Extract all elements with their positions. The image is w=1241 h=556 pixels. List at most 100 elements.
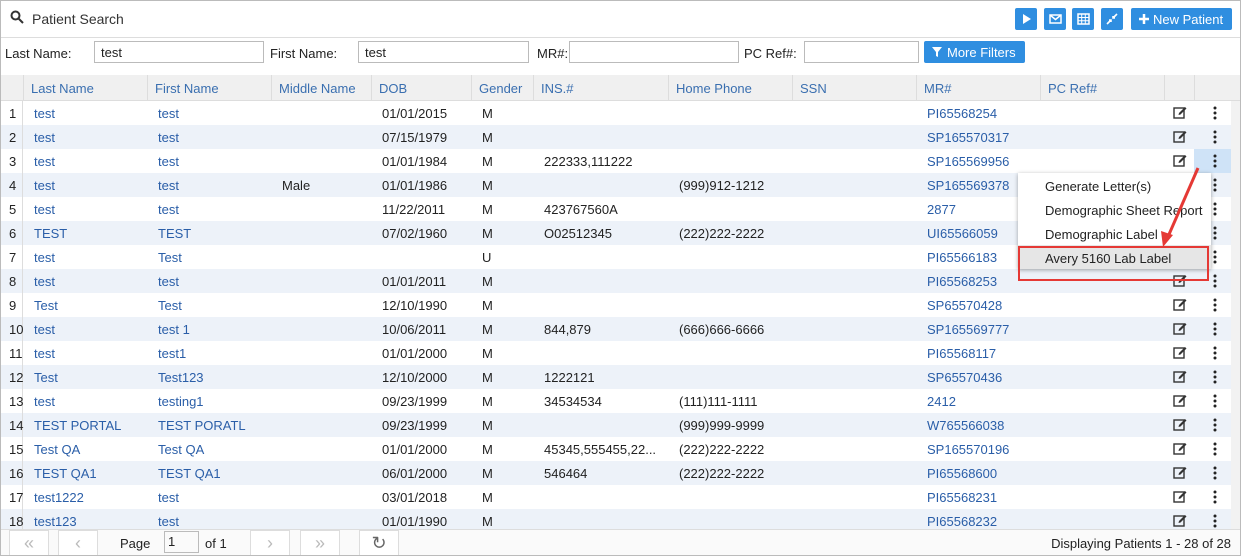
cell: M bbox=[482, 394, 493, 409]
row-menu-button[interactable] bbox=[1194, 341, 1231, 365]
cell: test bbox=[34, 178, 55, 193]
table-row[interactable]: 13 test testing1 09/23/1999 M 34534534 (111)11… bbox=[1, 389, 1231, 413]
run-button[interactable] bbox=[1015, 8, 1037, 30]
edit-icon[interactable] bbox=[1173, 441, 1187, 455]
mail-button[interactable] bbox=[1044, 8, 1066, 30]
row-menu-button[interactable] bbox=[1194, 509, 1231, 529]
cell: PI65568232 bbox=[927, 514, 998, 529]
cell: SP165569378 bbox=[927, 178, 1010, 193]
new-patient-button[interactable]: New Patient bbox=[1131, 8, 1232, 30]
last-name-input[interactable]: test bbox=[94, 41, 264, 63]
cell: 01/01/2000 bbox=[382, 442, 448, 457]
row-menu-button[interactable] bbox=[1194, 149, 1231, 173]
row-number: 13 bbox=[1, 389, 23, 413]
grid-button[interactable] bbox=[1072, 8, 1094, 30]
row-menu-button[interactable] bbox=[1194, 485, 1231, 509]
pc-ref-input[interactable] bbox=[804, 41, 919, 63]
row-menu-button[interactable] bbox=[1194, 437, 1231, 461]
first-page-button[interactable]: « bbox=[9, 530, 49, 555]
cell: PI65568600 bbox=[927, 466, 998, 481]
cell: test bbox=[34, 346, 55, 361]
table-row[interactable]: 16 TEST QA1 TEST QA1 06/01/2000 M 546464 (222)… bbox=[1, 461, 1231, 485]
column-header[interactable]: DOB bbox=[371, 75, 471, 100]
cell: PI65568117 bbox=[927, 346, 997, 361]
edit-icon[interactable] bbox=[1173, 345, 1187, 359]
row-menu-button[interactable] bbox=[1194, 221, 1231, 245]
cell: (999)999-9999 bbox=[679, 418, 765, 433]
edit-icon[interactable] bbox=[1173, 297, 1187, 311]
table-row[interactable]: 11 test test1 01/01/2000 M PI65568117 bbox=[1, 341, 1231, 365]
column-header[interactable]: Gender bbox=[471, 75, 533, 100]
edit-icon[interactable] bbox=[1173, 153, 1187, 167]
row-menu-button[interactable] bbox=[1194, 365, 1231, 389]
row-menu-button[interactable] bbox=[1194, 245, 1231, 269]
refresh-button[interactable]: ↻ bbox=[359, 530, 399, 555]
row-number: 17 bbox=[1, 485, 23, 509]
table-row[interactable]: 8 test test 01/01/2011 M PI65568253 bbox=[1, 269, 1231, 293]
row-number: 8 bbox=[1, 269, 23, 293]
edit-icon[interactable] bbox=[1173, 465, 1187, 479]
more-filters-button[interactable]: More Filters bbox=[924, 41, 1025, 63]
column-header[interactable]: Middle Name bbox=[271, 75, 371, 100]
cell: test bbox=[158, 202, 179, 217]
edit-icon[interactable] bbox=[1173, 321, 1187, 335]
cell: Test QA bbox=[34, 442, 81, 457]
cell: M bbox=[482, 346, 493, 361]
table-row[interactable]: 10 test test 1 10/06/2011 M 844,879 (666)666-6… bbox=[1, 317, 1231, 341]
table-row[interactable]: 1 test test 01/01/2015 M PI65568254 bbox=[1, 101, 1231, 125]
column-header[interactable]: SSN bbox=[792, 75, 916, 100]
cell: Male bbox=[282, 178, 311, 193]
table-row[interactable]: 9 Test Test 12/10/1990 M SP65570428 bbox=[1, 293, 1231, 317]
menu-item[interactable]: Avery 5160 Lab Label bbox=[1018, 245, 1211, 269]
cell: PI65566183 bbox=[927, 250, 998, 265]
edit-icon[interactable] bbox=[1173, 489, 1187, 503]
row-menu-button[interactable] bbox=[1194, 293, 1231, 317]
cell: Test bbox=[34, 298, 58, 313]
cell: 423767560A bbox=[544, 202, 618, 217]
page-input[interactable]: 1 bbox=[164, 531, 199, 553]
prev-page-button[interactable]: ‹ bbox=[58, 530, 98, 555]
table-row[interactable]: 3 test test 01/01/1984 M 222333,111222 SP16556… bbox=[1, 149, 1231, 173]
edit-icon[interactable] bbox=[1173, 369, 1187, 383]
cell: TEST QA1 bbox=[34, 466, 97, 481]
table-row[interactable]: 12 Test Test123 12/10/2000 M 1222121 SP6557043… bbox=[1, 365, 1231, 389]
edit-icon[interactable] bbox=[1173, 129, 1187, 143]
last-page-button[interactable]: » bbox=[300, 530, 340, 555]
row-menu-button[interactable] bbox=[1194, 461, 1231, 485]
first-name-input[interactable]: test bbox=[358, 41, 529, 63]
header-row: Last Name First Name Middle Name DOB Gender I… bbox=[1, 75, 1240, 101]
cell: 2877 bbox=[927, 202, 956, 217]
row-menu-button[interactable] bbox=[1194, 269, 1231, 293]
mr-input[interactable] bbox=[569, 41, 739, 63]
table-row[interactable]: 14 TEST PORTAL TEST PORATL 09/23/1999 M (999)… bbox=[1, 413, 1231, 437]
row-menu-button[interactable] bbox=[1194, 125, 1231, 149]
column-header[interactable]: PC Ref# bbox=[1040, 75, 1164, 100]
menu-item[interactable]: Demographic Sheet Report bbox=[1045, 203, 1203, 218]
edit-icon[interactable] bbox=[1173, 393, 1187, 407]
cell: 01/01/2015 bbox=[382, 106, 448, 121]
column-header[interactable]: MR# bbox=[916, 75, 1040, 100]
row-menu-button[interactable] bbox=[1194, 173, 1231, 197]
table-row[interactable]: 17 test1222 test 03/01/2018 M PI65568231 bbox=[1, 485, 1231, 509]
scrollbar[interactable] bbox=[1231, 101, 1240, 529]
menu-item[interactable]: Demographic Label bbox=[1045, 227, 1158, 242]
column-header[interactable]: INS.# bbox=[533, 75, 668, 100]
column-header[interactable]: Last Name bbox=[23, 75, 147, 100]
column-header[interactable]: Home Phone bbox=[668, 75, 792, 100]
menu-item[interactable]: Generate Letter(s) bbox=[1045, 179, 1152, 194]
table-row[interactable]: 15 Test QA Test QA 01/01/2000 M 45345,555455,… bbox=[1, 437, 1231, 461]
row-menu-button[interactable] bbox=[1194, 197, 1231, 221]
edit-icon[interactable] bbox=[1173, 417, 1187, 431]
edit-icon[interactable] bbox=[1173, 105, 1187, 119]
next-page-button[interactable]: › bbox=[250, 530, 290, 555]
compress-button[interactable] bbox=[1101, 8, 1123, 30]
table-row[interactable]: 2 test test 07/15/1979 M SP165570317 bbox=[1, 125, 1231, 149]
row-menu-button[interactable] bbox=[1194, 389, 1231, 413]
edit-icon[interactable] bbox=[1173, 513, 1187, 527]
column-header[interactable]: First Name bbox=[147, 75, 271, 100]
table-row[interactable]: 18 test123 test 01/01/1990 M PI65568232 bbox=[1, 509, 1231, 529]
row-menu-button[interactable] bbox=[1194, 101, 1231, 125]
cell: 07/02/1960 bbox=[382, 226, 448, 241]
row-menu-button[interactable] bbox=[1194, 317, 1231, 341]
row-menu-button[interactable] bbox=[1194, 413, 1231, 437]
